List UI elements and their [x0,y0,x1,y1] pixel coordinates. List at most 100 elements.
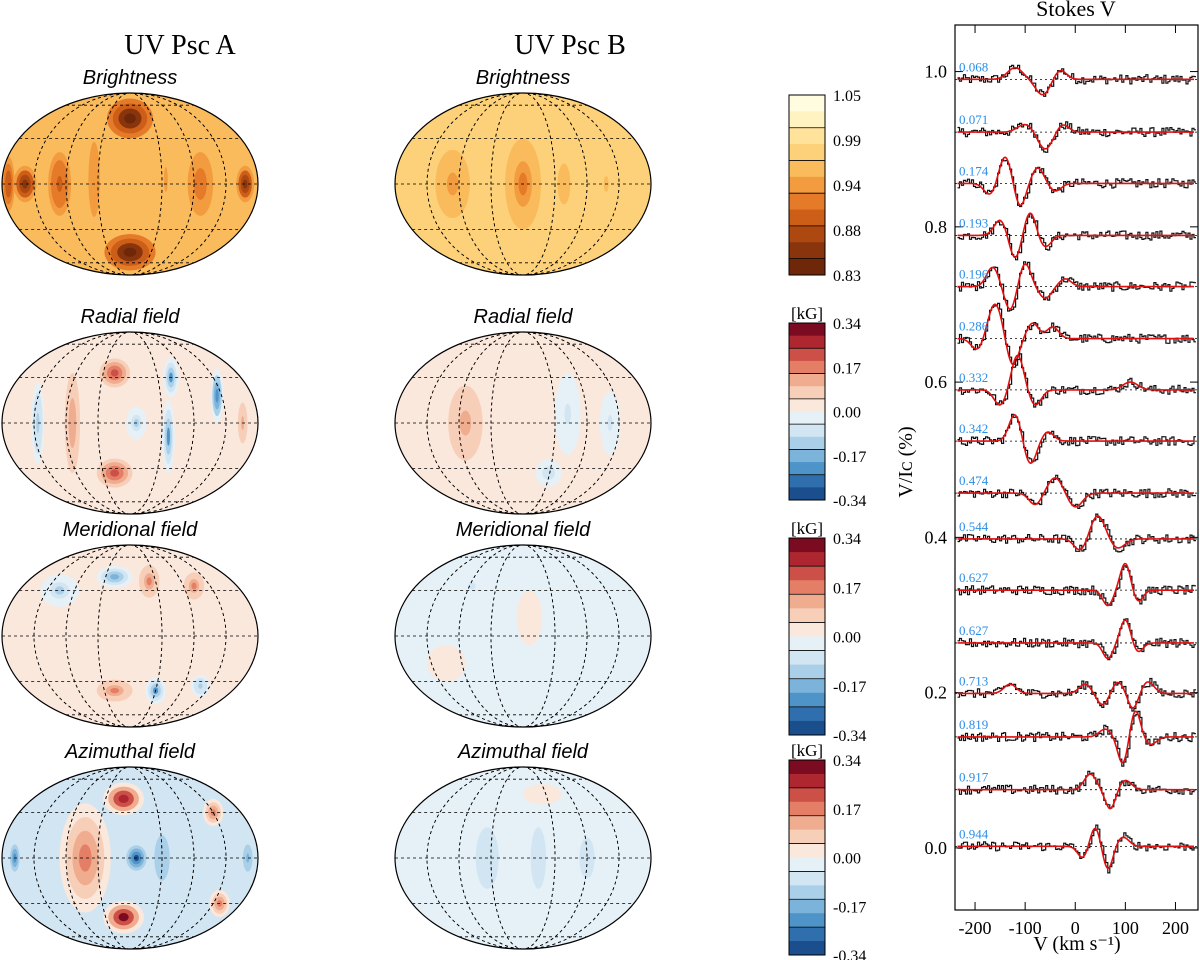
stokes-v-profile: 0.713 [955,673,1198,712]
stokes-v-observed [957,213,1196,261]
stokes-v-profile: 0.193 [955,212,1198,261]
map-spot [467,582,476,590]
colorbar-tick-label: 0.17 [833,580,861,597]
map-spot [22,179,28,189]
stokes-v-observed [957,677,1196,712]
colorbar-segment [789,801,825,817]
stokes-v-observed [957,413,1196,463]
map-surface [395,545,651,727]
stokes-v-observed [957,159,1196,208]
colorbar-segment [789,424,825,438]
colorbar-tick-label: 0.00 [833,630,861,647]
stokes-v-model [957,303,1194,366]
map-spot [441,658,452,668]
map-spot [607,415,613,431]
stokes-v-observed [957,261,1196,312]
stokes-v-model [957,354,1194,406]
colorbar-segment [789,678,825,694]
stokes-v-profile: 0.819 [955,710,1198,767]
stokes-v-title: Stokes V [1036,0,1116,21]
colorbar-segment [789,622,825,637]
map-surface [2,93,258,275]
colorbars: 1.05 0.99 0.94 0.88 0.83 0.34 0.17 0.00 -0.17 -0.… [788,88,866,960]
map-spot [459,410,472,436]
colorbar-azimuthal: 0.34 0.17 0.00 -0.17 -0.34 [kG] [788,741,866,960]
colorbar-segment [789,899,825,914]
stokes-v-profile: 0.944 [955,824,1198,874]
colorbar-brightness: 1.05 0.99 0.94 0.88 0.83 [788,88,861,285]
map-outline [394,92,652,276]
map-grid-meridian [426,767,620,949]
stokes-v-observed [957,710,1196,767]
colorbar-segment [789,941,825,956]
map-star-a-azimuthal: Azimuthal field [1,741,259,950]
stokes-v-model [957,619,1194,660]
colorbar-segment [789,720,825,736]
map-spot [191,582,197,590]
colorbar-tick-label: 0.88 [833,223,861,240]
stokes-v-observed [957,474,1196,509]
colorbar-tick-label: -0.34 [833,948,866,960]
map-spot [118,794,129,803]
colorbar-tick-label: 1.05 [833,88,861,105]
stokes-v-model [957,263,1194,310]
stokes-v-phase-label: 0.627 [959,570,989,585]
colorbar-meridional: 0.34 0.17 0.00 -0.17 -0.34 [kG] [788,519,866,745]
map-spot [198,683,203,689]
colorbar-segment [789,650,825,666]
map-outline [394,544,652,728]
colorbar-segment [789,760,825,775]
colorbar-segment [789,449,825,463]
stokes-v-phase-label: 0.342 [959,421,988,436]
colorbar-segment [789,487,825,501]
map-grid-meridian [426,545,620,727]
stokes-v-phase-label: 0.944 [959,826,989,841]
stokes-v-profile: 0.474 [955,473,1198,509]
map-star-b-brightness: Brightness [394,67,652,276]
colorbar-frame [788,94,826,276]
map-grid-meridian [65,545,195,727]
stokes-v-observed [957,824,1196,874]
map-spot [246,853,250,863]
stokes-v-phase-label: 0.819 [959,717,988,732]
map-grid-meridian [33,332,227,514]
colorbar-segment [789,474,825,488]
stokes-v-profile: 0.917 [955,770,1198,810]
map-star-b-meridional: Meridional field [394,519,652,728]
colorbar-segment [789,398,825,412]
map-spot [123,247,137,257]
map-title-meridional: Meridional field [456,519,591,541]
map-grid-meridian [458,767,588,949]
colorbar-tick-label: -0.34 [833,493,866,510]
map-grid-meridian [426,93,620,275]
colorbar-segment [789,885,825,900]
stokes-v-model [957,156,1194,207]
map-surface [395,767,651,949]
stokes-v-xtick-label: 0 [1071,918,1080,938]
stokes-v-profile: 0.627 [955,618,1198,661]
colorbar-segment [789,636,825,652]
map-title-azimuthal: Azimuthal field [64,741,196,763]
map-spot [526,610,533,625]
stokes-v-ytick-label: 0.0 [925,838,948,858]
map-spot [70,410,75,436]
map-grid-meridian [33,545,227,727]
colorbar-segment [789,225,825,243]
colorbar-segment [789,857,825,872]
map-spot [545,469,552,477]
map-title-brightness: Brightness [476,67,571,89]
stokes-v-observed [957,618,1196,661]
map-spot [36,412,40,434]
stokes-v-profile: 0.174 [955,156,1198,208]
stokes-v-phase-label: 0.627 [959,623,989,638]
map-title-radial: Radial field [474,306,574,328]
stokes-v-model [957,681,1194,709]
colorbar-tick-label: 0.83 [833,268,861,285]
stokes-v-model [957,477,1194,508]
colorbar-segment [789,127,825,145]
map-spot [110,369,119,377]
stokes-v-phase-label: 0.917 [959,770,989,785]
stokes-v-profile: 0.627 [955,562,1198,607]
